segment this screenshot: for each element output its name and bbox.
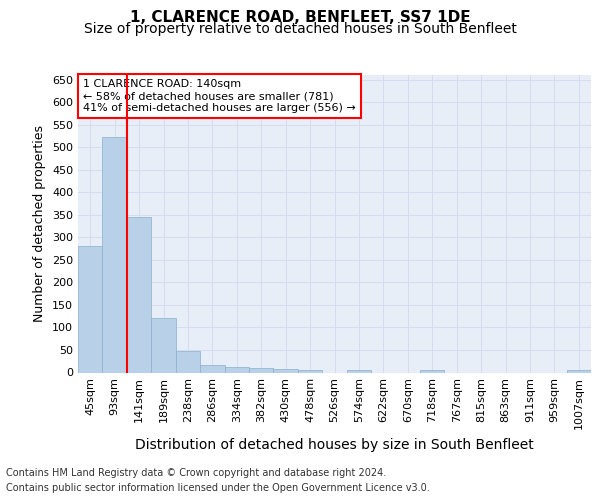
Bar <box>176 351 200 372</box>
Bar <box>103 137 127 372</box>
Bar <box>249 368 274 372</box>
Bar <box>420 370 445 372</box>
Text: 1 CLARENCE ROAD: 140sqm
← 58% of detached houses are smaller (781)
41% of semi-d: 1 CLARENCE ROAD: 140sqm ← 58% of detache… <box>83 80 356 112</box>
Text: Contains HM Land Registry data © Crown copyright and database right 2024.: Contains HM Land Registry data © Crown c… <box>6 468 386 478</box>
Text: Size of property relative to detached houses in South Benfleet: Size of property relative to detached ho… <box>83 22 517 36</box>
Bar <box>151 318 176 372</box>
Bar <box>274 370 298 372</box>
Bar <box>298 370 322 372</box>
Bar <box>224 367 249 372</box>
Text: Contains public sector information licensed under the Open Government Licence v3: Contains public sector information licen… <box>6 483 430 493</box>
Text: 1, CLARENCE ROAD, BENFLEET, SS7 1DE: 1, CLARENCE ROAD, BENFLEET, SS7 1DE <box>130 10 470 25</box>
Y-axis label: Number of detached properties: Number of detached properties <box>34 125 46 322</box>
Bar <box>78 246 103 372</box>
Bar <box>127 217 151 372</box>
X-axis label: Distribution of detached houses by size in South Benfleet: Distribution of detached houses by size … <box>135 438 534 452</box>
Bar <box>347 370 371 372</box>
Bar <box>566 370 591 372</box>
Bar <box>200 365 224 372</box>
